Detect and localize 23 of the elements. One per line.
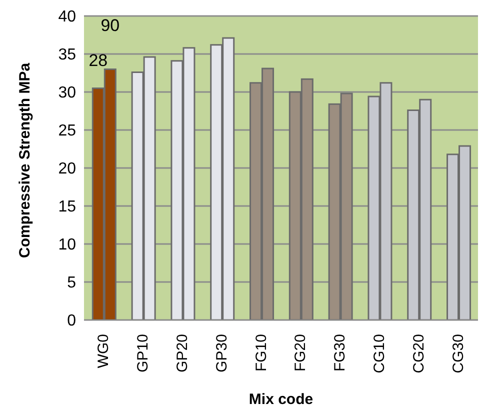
x-tick-label: WG0 bbox=[95, 334, 112, 368]
y-tick-label: 35 bbox=[58, 46, 76, 64]
y-tick-label: 10 bbox=[58, 236, 76, 254]
x-tick-label: FG20 bbox=[292, 334, 310, 372]
x-tick-label: GP30 bbox=[213, 334, 230, 372]
y-tick-label: 5 bbox=[67, 274, 76, 292]
y-tick-label: 0 bbox=[67, 312, 76, 330]
y-tick-label: 25 bbox=[58, 122, 76, 140]
annotation: 28 bbox=[88, 51, 108, 70]
annotation: 90 bbox=[100, 16, 120, 36]
x-tick-label: GP10 bbox=[134, 334, 152, 372]
y-tick-label: 15 bbox=[58, 198, 76, 216]
x-tick-label: GP20 bbox=[174, 334, 191, 372]
x-tick-label: CG30 bbox=[450, 334, 467, 374]
x-tick-label: CG10 bbox=[371, 334, 388, 374]
x-axis-title: Mix code bbox=[248, 391, 314, 408]
y-axis-title: Compressive Strength MPa bbox=[16, 62, 34, 258]
x-tick-label: FG10 bbox=[252, 334, 270, 372]
y-tick-label: 40 bbox=[58, 8, 76, 26]
y-tick-label: 30 bbox=[58, 84, 76, 102]
x-tick-label: CG20 bbox=[410, 334, 428, 374]
y-tick-label: 20 bbox=[58, 160, 76, 178]
x-tick-label: FG30 bbox=[332, 334, 349, 372]
